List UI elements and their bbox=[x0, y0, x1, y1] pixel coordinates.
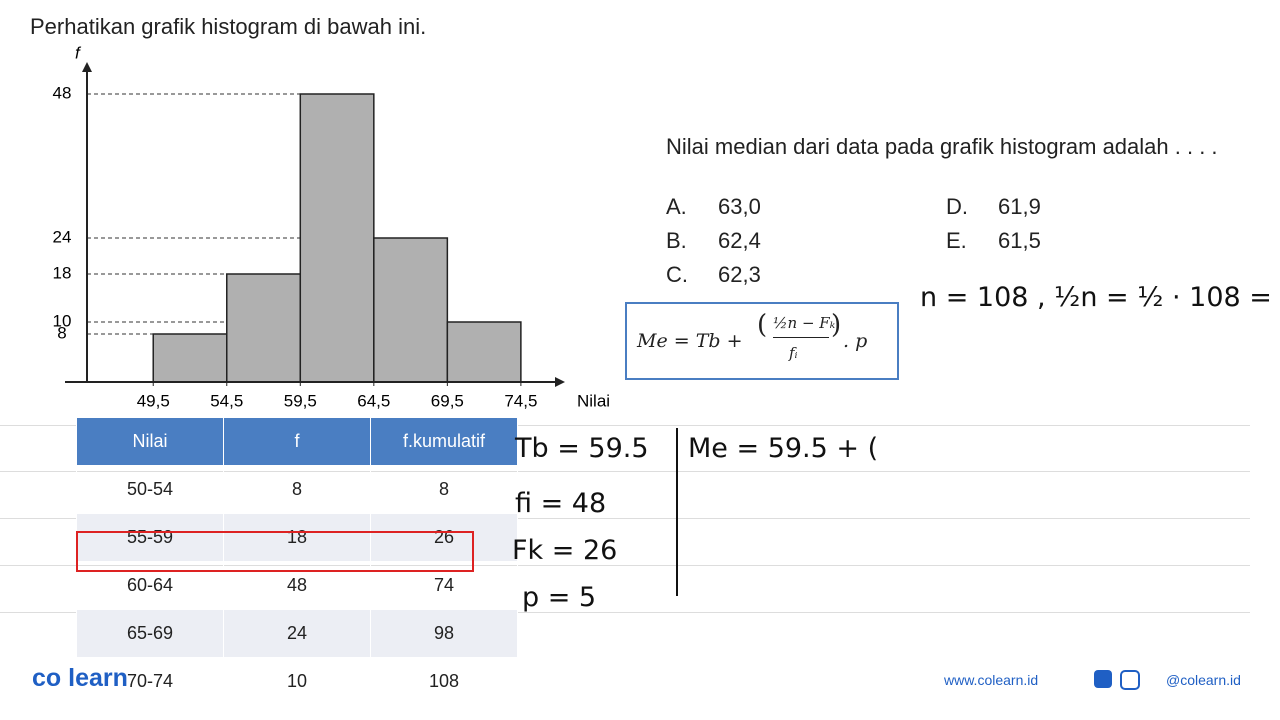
header-cell: f.kumulatif bbox=[370, 417, 518, 466]
title: Perhatikan grafik histogram di bawah ini… bbox=[30, 14, 427, 39]
rule bbox=[0, 612, 1250, 613]
x-tick-label: 54,5 bbox=[210, 391, 243, 410]
y-tick-label: 10 bbox=[53, 311, 72, 330]
formula-box: Me = Tb + ( ½n − Fₖ fᵢ ) . p bbox=[625, 302, 899, 380]
divider bbox=[676, 428, 678, 596]
paren: ( bbox=[757, 310, 768, 340]
option-key: A. bbox=[666, 194, 687, 219]
row: 50-54 8 8 bbox=[76, 465, 518, 514]
table-wrap: Nilai f f.kumulatif 50-54 8 8 55-59 18 26 60-64 48… bbox=[76, 417, 518, 706]
header-cell: f bbox=[223, 417, 371, 466]
rule bbox=[0, 425, 1250, 426]
cell: 60-64 bbox=[76, 561, 224, 610]
icon bbox=[1120, 670, 1140, 690]
x-tick-label: 64,5 bbox=[357, 391, 390, 410]
option-key: D. bbox=[946, 194, 968, 219]
bar bbox=[152, 333, 228, 383]
cell: 70-74 bbox=[76, 657, 224, 706]
x-tick-label: 59,5 bbox=[284, 391, 317, 410]
y-tick-label: 8 bbox=[57, 323, 66, 342]
cell: 98 bbox=[370, 609, 518, 658]
icon bbox=[1094, 670, 1112, 688]
bar bbox=[446, 321, 522, 383]
cell: 10 bbox=[223, 657, 371, 706]
brand: co learn bbox=[32, 664, 128, 692]
cell: 50-54 bbox=[76, 465, 224, 514]
y-axis-label: f bbox=[75, 43, 82, 62]
fraction-bar bbox=[773, 337, 829, 338]
row: 55-59 18 26 bbox=[76, 513, 518, 562]
note: Me = 59.5 + ( bbox=[688, 433, 879, 464]
cell: 108 bbox=[370, 657, 518, 706]
option-text: 62,3 bbox=[718, 262, 761, 287]
note: fi = 48 bbox=[515, 488, 607, 519]
x-tick-label: 74,5 bbox=[504, 391, 537, 410]
formula-tail: . p bbox=[843, 330, 868, 352]
option-key: C. bbox=[666, 262, 688, 287]
paren: ) bbox=[831, 310, 842, 340]
x-tick-label: 69,5 bbox=[431, 391, 464, 410]
note: Tb = 59.5 bbox=[515, 433, 649, 464]
y-tick-label: 24 bbox=[53, 227, 72, 246]
x-axis-label: Nilai bbox=[577, 391, 610, 410]
row: 70-74 10 108 bbox=[76, 657, 518, 706]
y-tick-label: 18 bbox=[53, 263, 72, 282]
formula-lhs: Me = Tb + bbox=[637, 330, 743, 352]
note: Fk = 26 bbox=[512, 535, 618, 566]
note: p = 5 bbox=[522, 582, 597, 613]
option-text: 61,9 bbox=[998, 194, 1041, 219]
cell: 74 bbox=[370, 561, 518, 610]
cell: 24 bbox=[223, 609, 371, 658]
table: Nilai f f.kumulatif 50-54 8 8 55-59 18 26 60-64 48… bbox=[76, 417, 518, 706]
formula-numerator: ½n − Fₖ bbox=[773, 314, 836, 332]
bar bbox=[226, 273, 302, 383]
cell: 8 bbox=[223, 465, 371, 514]
bar bbox=[373, 237, 449, 383]
rule bbox=[0, 565, 1250, 566]
option-key: B. bbox=[666, 228, 687, 253]
y-tick-label: 48 bbox=[53, 83, 72, 102]
option-text: 63,0 bbox=[718, 194, 761, 219]
row: 60-64 48 74 bbox=[76, 561, 518, 610]
y-arrow bbox=[82, 62, 92, 72]
handle: @colearn.id bbox=[1166, 672, 1241, 688]
bar bbox=[299, 93, 375, 383]
histogram: 810 18 24 48 49,5 54,5 59,5 64,5 69,5 74,5 Nilai f bbox=[53, 43, 611, 410]
header-row: Nilai f f.kumulatif bbox=[76, 417, 518, 466]
note: n = 108 , ½n = ½ · 108 = 54 bbox=[920, 282, 1280, 313]
cell: 8 bbox=[370, 465, 518, 514]
x-tick-label: 49,5 bbox=[137, 391, 170, 410]
cell: 26 bbox=[370, 513, 518, 562]
header-cell: Nilai bbox=[76, 417, 224, 466]
row: 65-69 24 98 bbox=[76, 609, 518, 658]
cell: 55-59 bbox=[76, 513, 224, 562]
site: www.colearn.id bbox=[944, 672, 1039, 688]
option-key: E. bbox=[946, 228, 967, 253]
question: Nilai median dari data pada grafik histo… bbox=[666, 134, 1218, 159]
option-text: 61,5 bbox=[998, 228, 1041, 253]
cell: 48 bbox=[223, 561, 371, 610]
formula-denominator: fᵢ bbox=[789, 344, 798, 362]
option-text: 62,4 bbox=[718, 228, 761, 253]
cell: 65-69 bbox=[76, 609, 224, 658]
rule bbox=[0, 471, 1250, 472]
x-arrow bbox=[555, 377, 565, 387]
highlight bbox=[76, 531, 474, 572]
rule bbox=[0, 518, 1250, 519]
